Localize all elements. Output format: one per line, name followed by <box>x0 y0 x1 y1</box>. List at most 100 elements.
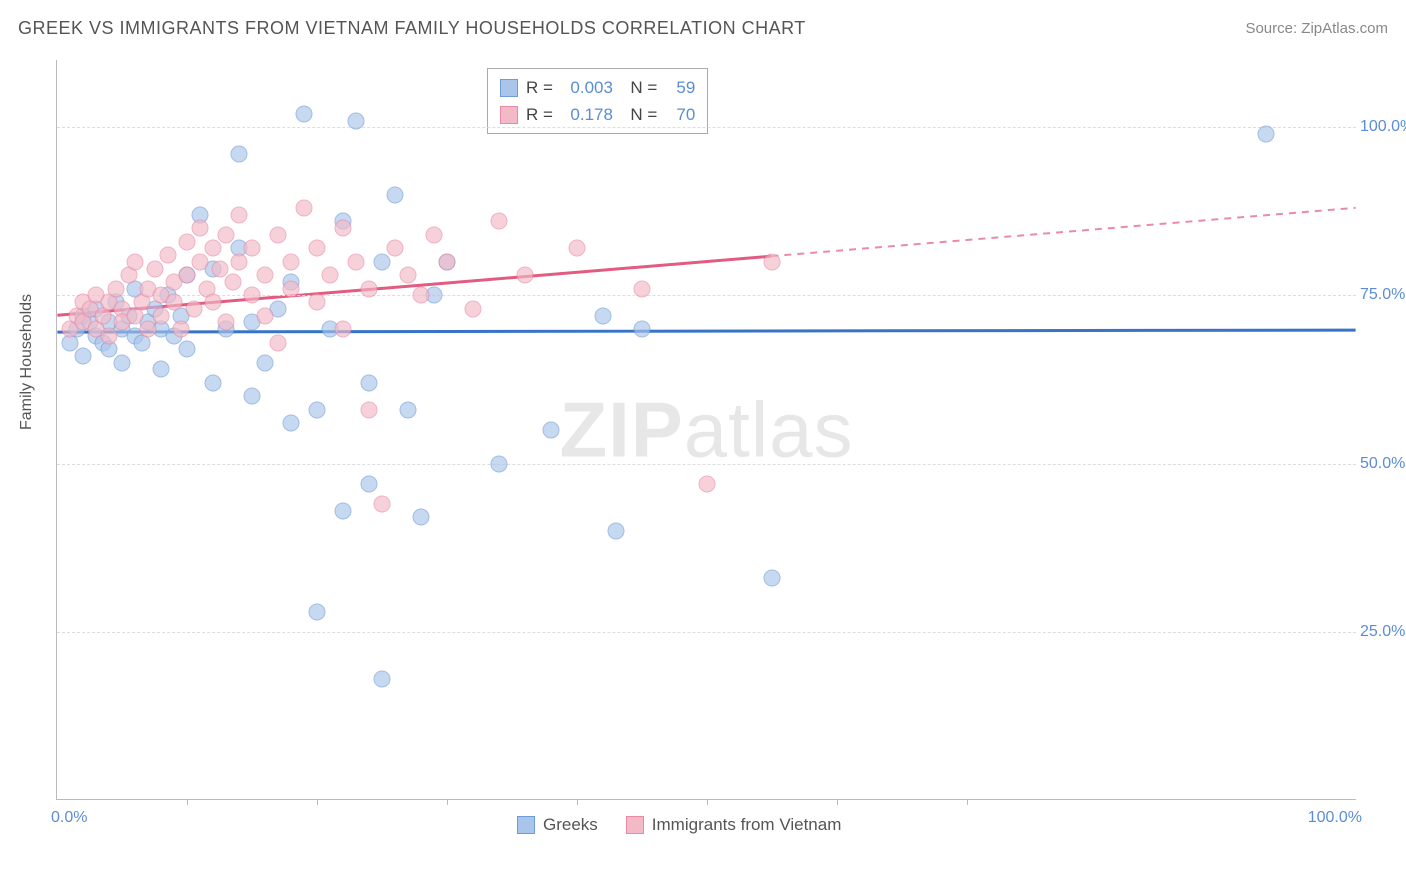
data-point <box>322 267 339 284</box>
data-point <box>192 253 209 270</box>
legend-r-value: 0.003 <box>561 74 613 101</box>
data-point <box>413 509 430 526</box>
xtick <box>187 799 188 805</box>
data-point <box>192 220 209 237</box>
legend-r-value: 0.178 <box>561 101 613 128</box>
data-point <box>205 374 222 391</box>
data-point <box>172 321 189 338</box>
plot-area: ZIPatlas R =0.003 N =59R =0.178 N =70 Gr… <box>56 60 1356 800</box>
data-point <box>335 502 352 519</box>
data-point <box>153 307 170 324</box>
data-point <box>218 226 235 243</box>
data-point <box>634 321 651 338</box>
legend-r-label: R = <box>526 101 553 128</box>
y-axis-label: Family Households <box>18 294 36 430</box>
data-point <box>270 334 287 351</box>
watermark: ZIPatlas <box>559 384 853 475</box>
xtick <box>967 799 968 805</box>
data-point <box>159 247 176 264</box>
data-point <box>114 354 131 371</box>
data-point <box>166 294 183 311</box>
xtick <box>447 799 448 805</box>
data-point <box>439 253 456 270</box>
data-point <box>146 260 163 277</box>
data-point <box>335 220 352 237</box>
legend-n-label: N = <box>621 101 657 128</box>
chart-source: Source: ZipAtlas.com <box>1245 20 1388 37</box>
data-point <box>296 200 313 217</box>
data-point <box>211 260 228 277</box>
legend-swatch <box>500 106 518 124</box>
legend-item: Greeks <box>517 815 598 835</box>
legend-correlation: R = 0.003 N = 59 R = 0.178 N = 70 <box>487 68 708 134</box>
data-point <box>309 401 326 418</box>
data-point <box>491 213 508 230</box>
legend-swatch <box>500 79 518 97</box>
legend-label: Greeks <box>543 815 598 835</box>
legend-n-label: N = <box>621 74 657 101</box>
data-point <box>517 267 534 284</box>
data-point <box>283 280 300 297</box>
data-point <box>634 280 651 297</box>
data-point <box>374 496 391 513</box>
data-point <box>361 401 378 418</box>
data-point <box>543 422 560 439</box>
data-point <box>127 253 144 270</box>
data-point <box>283 253 300 270</box>
data-point <box>491 455 508 472</box>
data-point <box>218 314 235 331</box>
legend-swatch <box>626 816 644 834</box>
ytick-label: 25.0% <box>1360 623 1406 641</box>
data-point <box>413 287 430 304</box>
data-point <box>179 267 196 284</box>
legend-label: Immigrants from Vietnam <box>652 815 842 835</box>
data-point <box>335 321 352 338</box>
legend-r-label: R = <box>526 74 553 101</box>
ytick-label: 100.0% <box>1360 118 1406 136</box>
data-point <box>569 240 586 257</box>
data-point <box>296 105 313 122</box>
data-point <box>257 307 274 324</box>
data-point <box>283 415 300 432</box>
data-point <box>179 233 196 250</box>
data-point <box>153 361 170 378</box>
data-point <box>257 267 274 284</box>
data-point <box>244 240 261 257</box>
data-point <box>608 522 625 539</box>
gridline <box>57 632 1356 633</box>
data-point <box>374 253 391 270</box>
data-point <box>224 274 241 291</box>
data-point <box>348 253 365 270</box>
data-point <box>465 300 482 317</box>
xtick <box>837 799 838 805</box>
ytick-label: 50.0% <box>1360 455 1406 473</box>
data-point <box>101 327 118 344</box>
chart-title: GREEK VS IMMIGRANTS FROM VIETNAM FAMILY … <box>18 18 806 39</box>
data-point <box>231 253 248 270</box>
data-point <box>361 280 378 297</box>
gridline <box>57 464 1356 465</box>
data-point <box>205 294 222 311</box>
xtick <box>317 799 318 805</box>
data-point <box>374 670 391 687</box>
data-point <box>361 475 378 492</box>
data-point <box>348 112 365 129</box>
data-point <box>231 146 248 163</box>
data-point <box>387 240 404 257</box>
data-point <box>257 354 274 371</box>
gridline <box>57 127 1356 128</box>
legend-n-value: 70 <box>665 101 695 128</box>
data-point <box>309 294 326 311</box>
data-point <box>75 348 92 365</box>
legend-n-value: 59 <box>665 74 695 101</box>
data-point <box>1258 126 1275 143</box>
data-point <box>179 341 196 358</box>
legend-series: Greeks Immigrants from Vietnam <box>517 815 841 835</box>
legend-item: Immigrants from Vietnam <box>626 815 842 835</box>
trend-lines-layer <box>57 60 1356 799</box>
data-point <box>309 240 326 257</box>
data-point <box>699 475 716 492</box>
xtick <box>707 799 708 805</box>
data-point <box>400 401 417 418</box>
data-point <box>764 570 781 587</box>
